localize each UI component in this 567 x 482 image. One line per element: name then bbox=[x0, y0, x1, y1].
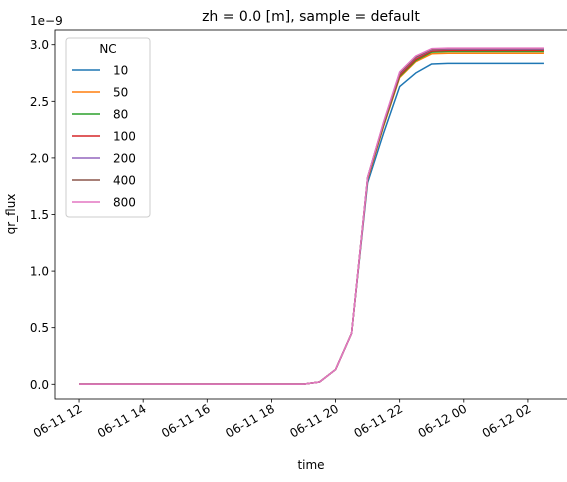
series-line-800 bbox=[79, 47, 544, 385]
y-tick-label: 1.5 bbox=[30, 208, 49, 222]
y-axis-label: qr_flux bbox=[4, 194, 18, 235]
y-tick-label: 1.0 bbox=[30, 265, 49, 279]
legend-label-50: 50 bbox=[113, 86, 128, 100]
x-axis-label: time bbox=[297, 458, 324, 472]
series-lines bbox=[79, 47, 544, 385]
legend-label-200: 200 bbox=[113, 152, 136, 166]
y-tick-label: 0.0 bbox=[30, 378, 49, 392]
y-offset-label: 1e−9 bbox=[30, 14, 63, 28]
legend-label-100: 100 bbox=[113, 130, 136, 144]
legend: NC 10 50 80 100 200 400 800 bbox=[65, 37, 151, 218]
y-tick-label: 0.5 bbox=[30, 321, 49, 335]
legend-label-80: 80 bbox=[113, 108, 128, 122]
y-tick-label: 2.5 bbox=[30, 95, 49, 109]
legend-label-10: 10 bbox=[113, 64, 128, 78]
legend-title: NC bbox=[99, 42, 116, 56]
legend-box bbox=[65, 37, 151, 218]
axes-frame bbox=[54, 29, 567, 400]
y-tick-label: 3.0 bbox=[30, 38, 49, 52]
chart-title: zh = 0.0 [m], sample = default bbox=[202, 9, 420, 25]
legend-label-400: 400 bbox=[113, 174, 136, 188]
legend-label-800: 800 bbox=[113, 196, 136, 210]
y-tick-label: 2.0 bbox=[30, 151, 49, 165]
